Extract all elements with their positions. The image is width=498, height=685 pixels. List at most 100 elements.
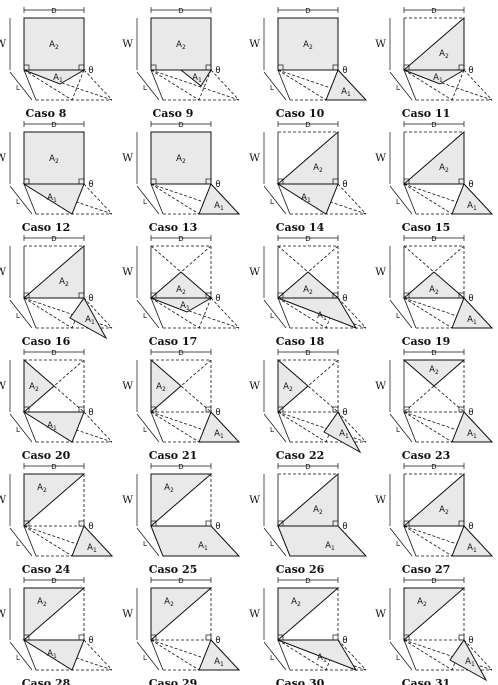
dimension-l-label: L [143, 426, 147, 434]
a1-label: A1 [180, 301, 190, 312]
dimension-w-label: W [249, 380, 260, 392]
theta-label: θ [342, 636, 347, 646]
a1-surface [451, 183, 494, 215]
theta-label: θ [88, 66, 93, 76]
a1-surface [451, 525, 494, 557]
case-caption: Caso 31 [402, 677, 451, 685]
dashed-line [337, 411, 367, 443]
case-panel: D W L A2 θ A1 Caso 13 [122, 121, 241, 234]
right-angle-marker [205, 178, 212, 185]
a2-surface [276, 130, 339, 185]
dimension-d-label: D [51, 121, 56, 129]
dimension-w-label: W [375, 152, 386, 164]
theta-label: θ [215, 636, 220, 646]
dimension-w-label: W [122, 266, 133, 278]
a1-label: A1 [467, 429, 477, 440]
a1-label: A1 [47, 421, 57, 432]
dimension-d-label: D [431, 577, 436, 585]
dimension-l-label: L [270, 312, 274, 320]
solid-line [403, 183, 417, 215]
a1-label: A1 [214, 657, 224, 668]
a2-label: A2 [29, 382, 39, 393]
theta-label: θ [88, 408, 93, 418]
a1-label: A1 [465, 657, 475, 668]
a1-label: A1 [317, 653, 327, 664]
a1-surface [150, 297, 213, 313]
dashed-line [403, 183, 453, 215]
a2-label: A2 [176, 285, 186, 296]
right-angle-marker [458, 406, 465, 413]
solid-line [389, 71, 413, 101]
dashed-line [23, 359, 85, 413]
right-angle-marker [458, 178, 465, 185]
case-caption: Caso 16 [22, 335, 71, 348]
dimension-w-label: W [375, 38, 386, 50]
dimension-d-label: D [51, 349, 56, 357]
a1-surface [150, 525, 241, 557]
dimension-l-label: L [396, 198, 400, 206]
dashed-line [210, 297, 240, 329]
right-angle-marker [403, 178, 410, 185]
case-caption: Caso 25 [149, 563, 198, 576]
dimension-w-label: W [122, 152, 133, 164]
dimension-w-label: W [375, 266, 386, 278]
dimension-d-label: D [178, 463, 183, 471]
solid-line [136, 413, 160, 443]
right-angle-marker [277, 406, 284, 413]
dimension-d-label: D [305, 7, 310, 15]
a2-surface [402, 359, 466, 387]
dashed-line [403, 69, 453, 101]
dimension-d-label: D [51, 7, 56, 15]
dashed-line [277, 639, 327, 671]
theta-label: θ [468, 522, 473, 532]
case-caption: Caso 18 [276, 335, 325, 348]
dashed-line [83, 183, 113, 215]
dashed-line [277, 69, 327, 101]
solid-line [23, 639, 37, 671]
dimension-l-label: L [270, 198, 274, 206]
a2-surface [150, 587, 213, 642]
dimension-l-label: L [16, 84, 20, 92]
dimension-d-label: D [431, 235, 436, 243]
right-angle-marker [78, 520, 85, 527]
theta-label: θ [468, 180, 473, 190]
theta-label: θ [468, 66, 473, 76]
case-panel: D W L A2 θ A1 Caso 12 [0, 121, 113, 234]
case-caption: Caso 27 [402, 563, 451, 576]
case-panel: D W L A2 θ A1 Caso 11 [375, 7, 493, 120]
a1-label: A1 [301, 193, 311, 204]
solid-line [9, 641, 33, 671]
case-caption: Caso 19 [402, 335, 451, 348]
dashed-line [403, 297, 453, 329]
dashed-line [337, 297, 367, 329]
a2-label: A2 [156, 382, 166, 393]
right-angle-marker [332, 64, 339, 71]
right-angle-marker [458, 520, 465, 527]
case-caption: Caso 14 [276, 221, 325, 234]
a1-surface [69, 297, 108, 340]
dimension-w-label: W [122, 380, 133, 392]
a1-label: A1 [214, 201, 224, 212]
dashed-line [150, 639, 200, 671]
solid-line [150, 411, 164, 443]
case-panel: D W L A2 θ A1 Caso 17 [122, 235, 240, 348]
a2-label: A2 [303, 285, 313, 296]
theta-label: θ [342, 66, 347, 76]
right-angle-marker [332, 406, 339, 413]
solid-line [23, 411, 37, 443]
right-angle-marker [205, 634, 212, 641]
a2-label: A2 [439, 163, 449, 174]
a1-surface [451, 297, 494, 329]
dimension-d-label: D [178, 121, 183, 129]
a1-label: A1 [192, 73, 202, 84]
case-panel: D W L A2 θ A1 Caso 21 [122, 349, 241, 462]
dimension-w-label: W [0, 38, 6, 50]
solid-line [263, 527, 287, 557]
solid-line [277, 297, 291, 329]
a2-surface [402, 271, 466, 299]
right-angle-marker [205, 520, 212, 527]
solid-line [23, 525, 37, 557]
solid-line [403, 639, 417, 671]
